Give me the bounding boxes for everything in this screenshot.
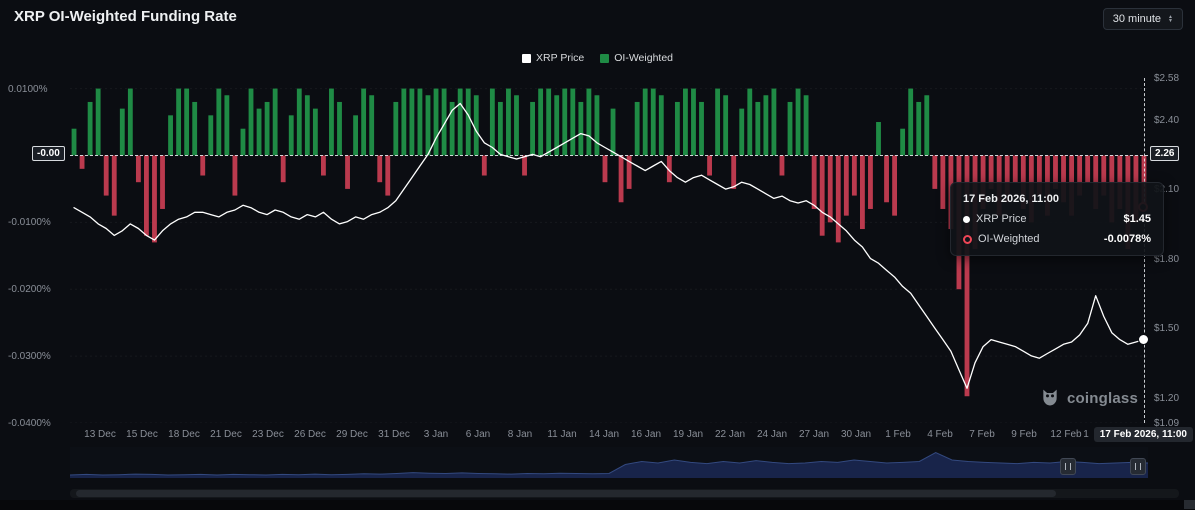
x-tick-label: 4 Feb bbox=[927, 429, 953, 440]
right-axis-tick: $2.10 bbox=[1154, 184, 1180, 196]
x-tick-label: 9 Feb bbox=[1011, 429, 1037, 440]
legend-swatch-oi bbox=[600, 53, 610, 63]
oi-series-dot-icon bbox=[963, 234, 972, 244]
scrollbar-thumb[interactable] bbox=[76, 490, 1056, 497]
legend-item-xrp-price[interactable]: XRP Price bbox=[522, 52, 584, 64]
scrollbar-corner bbox=[1184, 500, 1195, 509]
x-axis: 1 17 Feb 2026, 11:00 13 Dec 15 Dec 18 Dec 2… bbox=[0, 427, 1195, 443]
tooltip-row-oi: OI-Weighted -0.0078% bbox=[963, 233, 1151, 245]
navigator-area-chart bbox=[70, 451, 1148, 478]
tooltip-row-price: XRP Price $1.45 bbox=[963, 213, 1151, 225]
interval-label: 30 minute bbox=[1112, 13, 1162, 25]
tooltip-oi-label: OI-Weighted bbox=[978, 233, 1040, 245]
left-axis-tick: -0.0400% bbox=[8, 418, 51, 429]
right-axis-tick: $1.09 bbox=[1154, 418, 1180, 429]
legend-label-price: XRP Price bbox=[536, 52, 585, 64]
x-tick-label: 8 Jan bbox=[507, 429, 533, 440]
x-tick-label: 31 Dec bbox=[378, 429, 410, 440]
left-axis-tick: -0.0100% bbox=[8, 217, 51, 229]
legend-swatch-price bbox=[522, 53, 531, 63]
x-tick-label: 22 Jan bbox=[714, 429, 746, 440]
x-tick-label: 12 Feb bbox=[1050, 429, 1082, 440]
current-price-marker bbox=[1137, 333, 1149, 345]
tooltip-price-value: $1.45 bbox=[1123, 213, 1151, 225]
x-tick-label: 16 Jan bbox=[630, 429, 662, 440]
bottom-strip bbox=[0, 500, 1195, 510]
right-axis-tick: $2.40 bbox=[1154, 114, 1180, 126]
interval-selector[interactable]: 30 minute ▲ ▼ bbox=[1102, 8, 1183, 30]
tooltip-date: 17 Feb 2026, 11:00 bbox=[963, 193, 1060, 205]
x-tick-label: 18 Dec bbox=[168, 429, 200, 440]
x-current-time-label: 17 Feb 2026, 11:00 bbox=[1093, 427, 1193, 442]
chart-tooltip: 17 Feb 2026, 11:00 XRP Price $1.45 OI-We… bbox=[950, 182, 1164, 256]
legend-item-oi-weighted[interactable]: OI-Weighted bbox=[600, 52, 673, 64]
tooltip-price-label: XRP Price bbox=[976, 213, 1027, 225]
left-axis-tick: 0.0100% bbox=[8, 83, 48, 95]
x-tick-label: 30 Jan bbox=[840, 429, 872, 440]
x-tick-label: 15 Dec bbox=[126, 429, 158, 440]
left-axis-tick: -0.0300% bbox=[8, 351, 51, 363]
x-tick-label: 6 Jan bbox=[465, 429, 491, 440]
right-axis-tick: $1.50 bbox=[1154, 323, 1180, 335]
drag-grip-icon bbox=[1135, 463, 1141, 470]
x-tick-label: 14 Jan bbox=[588, 429, 620, 440]
range-navigator[interactable] bbox=[70, 447, 1148, 478]
coinglass-watermark: coinglass bbox=[1040, 388, 1138, 408]
zero-line-price-label: 2.26 bbox=[1150, 146, 1180, 162]
page-title: XRP OI-Weighted Funding Rate bbox=[14, 8, 237, 25]
x-tick-label-partial: 1 bbox=[1083, 429, 1089, 440]
x-tick-label: 24 Jan bbox=[756, 429, 788, 440]
x-tick-label: 1 Feb bbox=[885, 429, 911, 440]
horizontal-scrollbar[interactable] bbox=[70, 489, 1179, 498]
x-tick-label: 27 Jan bbox=[798, 429, 830, 440]
x-tick-label: 19 Jan bbox=[672, 429, 704, 440]
watermark-text: coinglass bbox=[1067, 389, 1138, 407]
x-tick-label: 23 Dec bbox=[252, 429, 284, 440]
right-axis-tick: $1.20 bbox=[1154, 392, 1180, 404]
navigator-right-handle[interactable] bbox=[1130, 458, 1146, 475]
x-tick-label: 26 Dec bbox=[294, 429, 326, 440]
left-axis-tick: -0.0200% bbox=[8, 284, 51, 296]
x-tick-label: 29 Dec bbox=[336, 429, 368, 440]
x-tick-label: 13 Dec bbox=[84, 429, 116, 440]
coinglass-owl-icon bbox=[1043, 389, 1057, 406]
right-axis-tick: $2.58 bbox=[1154, 73, 1180, 84]
x-tick-label: 11 Jan bbox=[547, 429, 577, 440]
right-axis-tick: $1.80 bbox=[1154, 253, 1180, 265]
zero-rate-axis-label: -0.00 bbox=[32, 146, 65, 162]
zero-funding-line bbox=[70, 155, 1148, 157]
tooltip-oi-value: -0.0078% bbox=[1103, 233, 1151, 245]
interval-stepper-icon: ▲ ▼ bbox=[1168, 14, 1173, 24]
drag-grip-icon bbox=[1065, 463, 1071, 470]
x-tick-label: 3 Jan bbox=[423, 429, 449, 440]
x-tick-label: 7 Feb bbox=[969, 429, 995, 440]
x-tick-label: 21 Dec bbox=[210, 429, 242, 440]
navigator-left-handle[interactable] bbox=[1060, 458, 1076, 475]
legend-label-oi: OI-Weighted bbox=[614, 52, 673, 64]
legend: XRP Price OI-Weighted bbox=[0, 52, 1195, 64]
price-series-dot-icon bbox=[963, 215, 970, 223]
